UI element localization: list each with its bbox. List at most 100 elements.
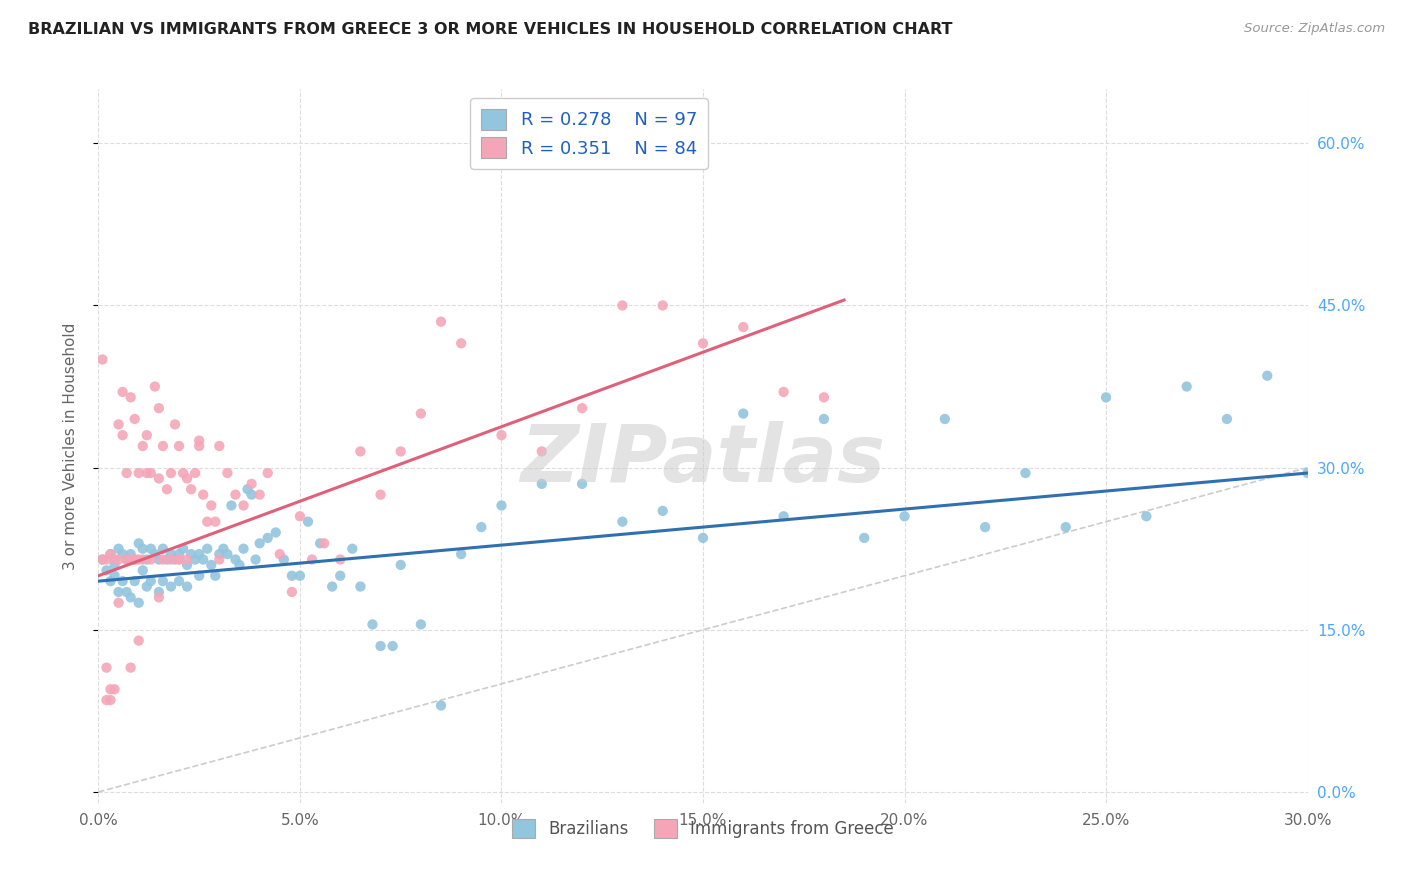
Point bbox=[160, 466, 183, 480]
Point bbox=[204, 568, 226, 582]
Point bbox=[321, 580, 343, 594]
Point bbox=[111, 547, 134, 561]
Point bbox=[156, 482, 179, 496]
Point bbox=[370, 488, 392, 502]
Point bbox=[143, 379, 166, 393]
Point bbox=[115, 552, 138, 566]
Point bbox=[361, 617, 384, 632]
Point bbox=[184, 466, 207, 480]
Point bbox=[172, 541, 194, 556]
Point bbox=[188, 434, 211, 448]
Point bbox=[160, 547, 183, 561]
Point bbox=[813, 412, 835, 426]
Point bbox=[1095, 390, 1118, 404]
Point bbox=[103, 568, 125, 582]
Point bbox=[115, 466, 138, 480]
Point bbox=[381, 639, 404, 653]
Point bbox=[111, 428, 134, 442]
Point bbox=[156, 552, 179, 566]
Point bbox=[148, 401, 170, 416]
Point bbox=[450, 547, 472, 561]
Point bbox=[314, 536, 336, 550]
Point bbox=[200, 558, 222, 572]
Point bbox=[409, 407, 432, 421]
Point bbox=[195, 515, 218, 529]
Point bbox=[160, 580, 183, 594]
Point bbox=[188, 568, 211, 582]
Point bbox=[309, 536, 332, 550]
Point bbox=[148, 471, 170, 485]
Point bbox=[163, 552, 186, 566]
Point bbox=[124, 412, 146, 426]
Point bbox=[208, 547, 231, 561]
Point bbox=[240, 488, 263, 502]
Y-axis label: 3 or more Vehicles in Household: 3 or more Vehicles in Household bbox=[63, 322, 77, 570]
Point bbox=[135, 552, 157, 566]
Point bbox=[651, 504, 673, 518]
Point bbox=[96, 563, 118, 577]
Point bbox=[256, 466, 278, 480]
Point bbox=[107, 596, 129, 610]
Point bbox=[195, 541, 218, 556]
Point bbox=[120, 547, 142, 561]
Point bbox=[152, 439, 174, 453]
Point bbox=[853, 531, 876, 545]
Point bbox=[692, 336, 714, 351]
Point bbox=[692, 531, 714, 545]
Point bbox=[91, 552, 114, 566]
Point bbox=[612, 515, 634, 529]
Point bbox=[217, 466, 239, 480]
Point bbox=[167, 574, 190, 589]
Point bbox=[281, 568, 304, 582]
Point bbox=[172, 466, 194, 480]
Point bbox=[128, 552, 150, 566]
Point bbox=[139, 466, 162, 480]
Point bbox=[176, 580, 198, 594]
Point bbox=[160, 552, 183, 566]
Point bbox=[974, 520, 997, 534]
Point bbox=[107, 585, 129, 599]
Point bbox=[184, 552, 207, 566]
Point bbox=[1054, 520, 1077, 534]
Point bbox=[288, 509, 311, 524]
Point bbox=[221, 499, 243, 513]
Point bbox=[152, 541, 174, 556]
Point bbox=[470, 520, 492, 534]
Point bbox=[224, 488, 246, 502]
Point bbox=[167, 439, 190, 453]
Point bbox=[733, 407, 755, 421]
Point bbox=[91, 352, 114, 367]
Point bbox=[571, 476, 593, 491]
Point bbox=[256, 531, 278, 545]
Point bbox=[111, 574, 134, 589]
Point bbox=[176, 558, 198, 572]
Point bbox=[100, 682, 122, 697]
Point bbox=[152, 574, 174, 589]
Point bbox=[288, 568, 311, 582]
Point bbox=[530, 476, 553, 491]
Point bbox=[389, 444, 412, 458]
Point bbox=[329, 568, 352, 582]
Point bbox=[124, 552, 146, 566]
Point bbox=[103, 552, 125, 566]
Point bbox=[273, 552, 295, 566]
Legend: Brazilians, Immigrants from Greece: Brazilians, Immigrants from Greece bbox=[505, 812, 901, 845]
Point bbox=[139, 552, 162, 566]
Point bbox=[772, 509, 794, 524]
Point bbox=[491, 428, 513, 442]
Point bbox=[217, 547, 239, 561]
Point bbox=[571, 401, 593, 416]
Point bbox=[249, 536, 271, 550]
Point bbox=[167, 547, 190, 561]
Point bbox=[132, 563, 155, 577]
Point bbox=[813, 390, 835, 404]
Point bbox=[143, 547, 166, 561]
Point bbox=[1256, 368, 1278, 383]
Point bbox=[200, 499, 222, 513]
Point bbox=[301, 552, 323, 566]
Point bbox=[180, 547, 202, 561]
Point bbox=[100, 693, 122, 707]
Point bbox=[349, 444, 371, 458]
Point bbox=[115, 552, 138, 566]
Point bbox=[1216, 412, 1239, 426]
